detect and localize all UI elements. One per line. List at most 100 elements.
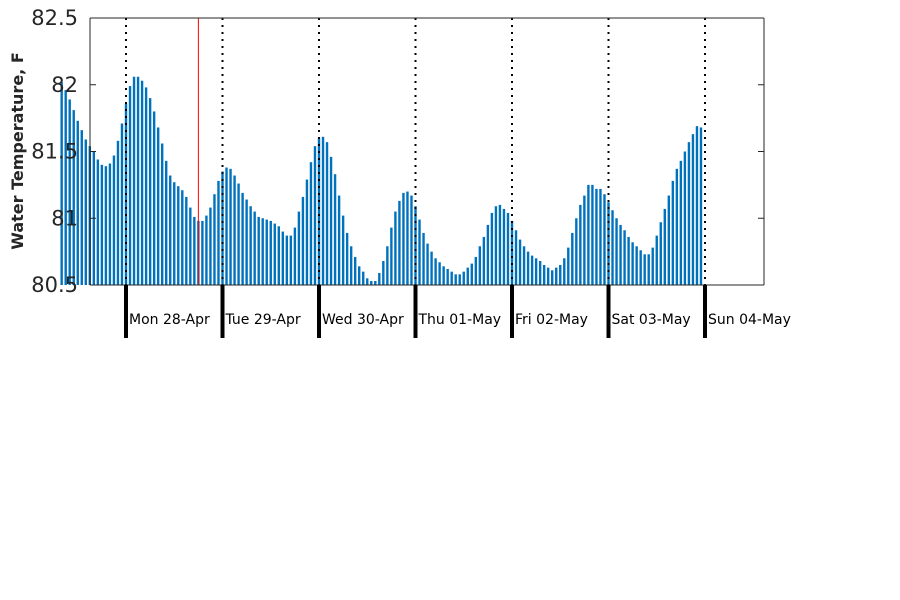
bar	[426, 243, 429, 285]
bar	[333, 174, 337, 285]
bar	[522, 246, 526, 285]
bar	[229, 168, 232, 285]
day-label: Sat 03-May	[612, 312, 691, 328]
bar	[538, 260, 542, 285]
bar	[603, 194, 606, 285]
bar	[120, 123, 124, 285]
day-label: Wed 30-Apr	[322, 312, 404, 328]
bar	[542, 264, 546, 285]
bar	[349, 246, 353, 285]
bar	[687, 142, 691, 285]
bar	[60, 82, 63, 285]
bar	[647, 254, 650, 285]
bar	[370, 280, 373, 285]
bar	[675, 168, 679, 285]
bar	[418, 219, 421, 285]
bar	[563, 258, 566, 285]
bar	[691, 134, 695, 285]
bar	[478, 246, 482, 285]
bar	[132, 76, 136, 286]
bar	[148, 98, 152, 285]
bar	[289, 235, 293, 285]
bar	[631, 242, 634, 285]
bar	[185, 196, 188, 285]
bar	[623, 230, 626, 285]
bar	[213, 194, 216, 285]
bar	[571, 232, 574, 285]
bar	[160, 143, 164, 285]
bar	[422, 232, 425, 285]
bar	[293, 227, 297, 285]
day-gridlines	[125, 18, 706, 285]
bar	[273, 223, 276, 285]
bar	[84, 139, 87, 285]
bar	[329, 156, 333, 285]
bar	[434, 258, 437, 285]
bar	[510, 220, 514, 285]
bar	[345, 232, 349, 285]
bar	[362, 271, 365, 285]
y-tick-label: 81	[51, 206, 78, 230]
y-tick-label: 81.5	[31, 140, 78, 164]
bar	[462, 271, 465, 285]
bar-series	[60, 76, 703, 286]
bar	[406, 191, 409, 285]
bar	[410, 195, 413, 285]
y-axis-label: Water Temperature, F	[8, 52, 27, 250]
y-ticks: 82.5 82 81.5 81 80.5	[31, 6, 764, 297]
bar	[619, 224, 622, 285]
bar	[285, 235, 289, 285]
day-label: Mon 28-Apr	[129, 312, 210, 328]
bar	[156, 127, 160, 285]
bar	[305, 179, 309, 285]
bar	[402, 192, 405, 285]
bar	[253, 211, 256, 285]
bar	[486, 224, 490, 285]
bar	[546, 267, 550, 285]
bar	[655, 235, 658, 285]
bar	[502, 208, 506, 285]
bar	[225, 167, 228, 285]
bar	[353, 256, 357, 285]
day-separators	[124, 285, 707, 338]
day-label: Thu 01-May	[418, 312, 502, 328]
bar	[313, 146, 317, 285]
bar	[181, 190, 184, 285]
bar	[663, 208, 666, 285]
bar	[144, 87, 148, 285]
bar	[128, 86, 132, 285]
bar	[100, 164, 104, 285]
bar	[193, 216, 196, 285]
bar	[337, 195, 341, 285]
bar	[671, 180, 675, 285]
bar	[575, 218, 578, 285]
bar	[341, 215, 345, 285]
bar	[241, 192, 244, 285]
bar	[458, 274, 461, 285]
bar	[506, 212, 510, 285]
bar	[152, 111, 156, 285]
bar	[269, 220, 272, 285]
bar	[378, 272, 381, 285]
bar	[317, 138, 321, 285]
bar	[261, 218, 264, 285]
bar	[309, 162, 313, 285]
bar	[358, 266, 361, 285]
bar	[651, 247, 654, 285]
bar	[245, 199, 248, 285]
bar	[530, 255, 534, 285]
bar	[551, 270, 554, 285]
bar	[567, 247, 570, 285]
day-labels: Mon 28-Apr Tue 29-Apr Wed 30-Apr Thu 01-May…	[129, 312, 791, 328]
bar	[140, 80, 144, 286]
bar	[112, 155, 116, 285]
bar	[611, 210, 614, 285]
bar	[398, 200, 401, 285]
bar	[201, 220, 204, 285]
bar	[470, 263, 473, 285]
bar	[446, 268, 449, 285]
bar	[297, 211, 301, 285]
bar	[442, 266, 445, 285]
bar	[555, 267, 558, 285]
bar	[627, 236, 630, 285]
